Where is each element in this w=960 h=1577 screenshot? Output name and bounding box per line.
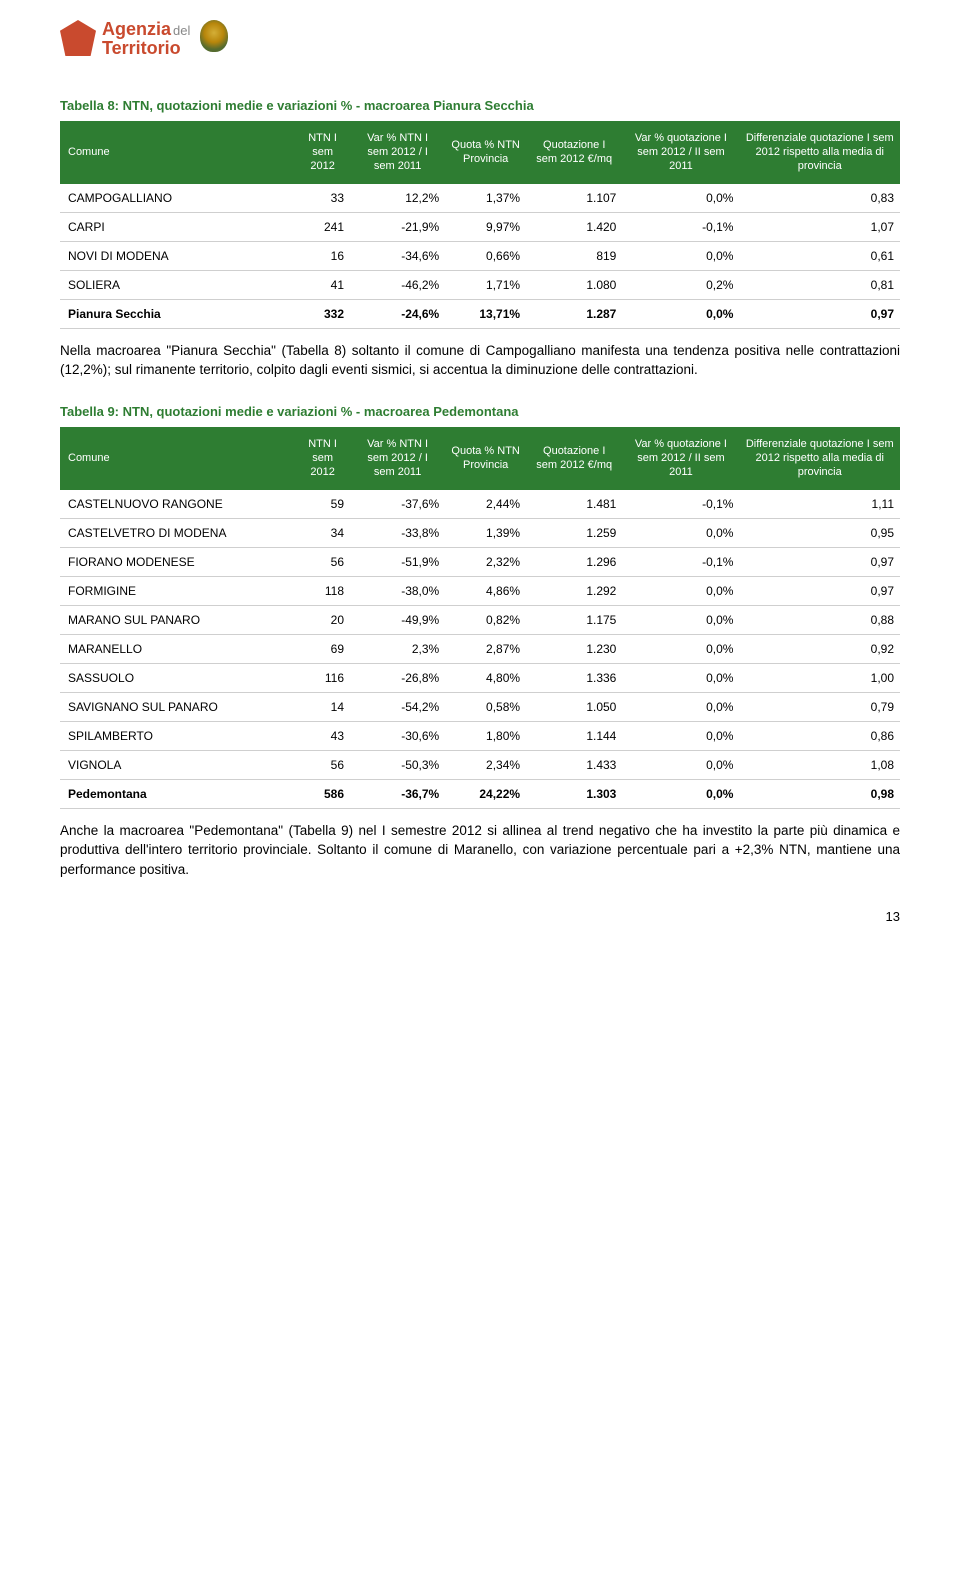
table8-title: Tabella 8: NTN, quotazioni medie e varia… bbox=[60, 98, 900, 113]
table-row: SAVIGNANO SUL PANARO14-54,2%0,58%1.0500,… bbox=[60, 692, 900, 721]
logo-word-agenzia: Agenzia bbox=[102, 19, 171, 39]
table9-title: Tabella 9: NTN, quotazioni medie e varia… bbox=[60, 404, 900, 419]
table9-col-diff: Differenziale quotazione I sem 2012 risp… bbox=[739, 427, 900, 490]
table-row: NOVI DI MODENA16-34,6%0,66%8190,0%0,61 bbox=[60, 241, 900, 270]
table-row: VIGNOLA56-50,3%2,34%1.4330,0%1,08 bbox=[60, 750, 900, 779]
table-row: CASTELNUOVO RANGONE59-37,6%2,44%1.481-0,… bbox=[60, 490, 900, 519]
table8-col-comune: Comune bbox=[60, 121, 295, 184]
paragraph-table8: Nella macroarea "Pianura Secchia" (Tabel… bbox=[60, 341, 900, 380]
table9-col-quota: Quota % NTN Provincia bbox=[445, 427, 526, 490]
table8-col-var-ntn: Var % NTN I sem 2012 / I sem 2011 bbox=[350, 121, 445, 184]
table-row: CASTELVETRO DI MODENA34-33,8%1,39%1.2590… bbox=[60, 518, 900, 547]
table-row: MARANELLO692,3%2,87%1.2300,0%0,92 bbox=[60, 634, 900, 663]
table8-col-diff: Differenziale quotazione I sem 2012 risp… bbox=[739, 121, 900, 184]
paragraph-table9: Anche la macroarea "Pedemontana" (Tabell… bbox=[60, 821, 900, 880]
state-emblem-icon bbox=[200, 20, 228, 52]
table9-col-var-quot: Var % quotazione I sem 2012 / II sem 201… bbox=[622, 427, 739, 490]
table8-body: CAMPOGALLIANO3312,2%1,37%1.1070,0%0,83 C… bbox=[60, 184, 900, 329]
table9-col-comune: Comune bbox=[60, 427, 295, 490]
logo-word-territorio: Territorio bbox=[102, 39, 190, 58]
table-row: FORMIGINE118-38,0%4,86%1.2920,0%0,97 bbox=[60, 576, 900, 605]
table9: Comune NTN I sem 2012 Var % NTN I sem 20… bbox=[60, 427, 900, 809]
table8-total-row: Pianura Secchia332-24,6%13,71%1.2870,0%0… bbox=[60, 299, 900, 328]
table-row: SASSUOLO116-26,8%4,80%1.3360,0%1,00 bbox=[60, 663, 900, 692]
table8-header-row: Comune NTN I sem 2012 Var % NTN I sem 20… bbox=[60, 121, 900, 184]
table9-header-row: Comune NTN I sem 2012 Var % NTN I sem 20… bbox=[60, 427, 900, 490]
page-header: Agenziadel Territorio bbox=[60, 20, 900, 58]
table9-col-var-ntn: Var % NTN I sem 2012 / I sem 2011 bbox=[350, 427, 445, 490]
table-row: CARPI241-21,9%9,97%1.420-0,1%1,07 bbox=[60, 212, 900, 241]
table8-col-ntn: NTN I sem 2012 bbox=[295, 121, 350, 184]
table9-col-ntn: NTN I sem 2012 bbox=[295, 427, 350, 490]
table9-body: CASTELNUOVO RANGONE59-37,6%2,44%1.481-0,… bbox=[60, 490, 900, 809]
table8-col-quota: Quota % NTN Provincia bbox=[445, 121, 526, 184]
table-row: SPILAMBERTO43-30,6%1,80%1.1440,0%0,86 bbox=[60, 721, 900, 750]
logo-polygon-icon bbox=[60, 20, 96, 56]
table8-col-quotazione: Quotazione I sem 2012 €/mq bbox=[526, 121, 622, 184]
table8-col-var-quot: Var % quotazione I sem 2012 / II sem 201… bbox=[622, 121, 739, 184]
agency-logo: Agenziadel Territorio bbox=[60, 20, 228, 58]
table9-total-row: Pedemontana586-36,7%24,22%1.3030,0%0,98 bbox=[60, 779, 900, 808]
table-row: SOLIERA41-46,2%1,71%1.0800,2%0,81 bbox=[60, 270, 900, 299]
logo-text: Agenziadel Territorio bbox=[102, 20, 190, 58]
table8: Comune NTN I sem 2012 Var % NTN I sem 20… bbox=[60, 121, 900, 329]
page-number: 13 bbox=[60, 909, 900, 924]
table-row: CAMPOGALLIANO3312,2%1,37%1.1070,0%0,83 bbox=[60, 184, 900, 213]
table-row: FIORANO MODENESE56-51,9%2,32%1.296-0,1%0… bbox=[60, 547, 900, 576]
table-row: MARANO SUL PANARO20-49,9%0,82%1.1750,0%0… bbox=[60, 605, 900, 634]
table9-col-quotazione: Quotazione I sem 2012 €/mq bbox=[526, 427, 622, 490]
logo-word-del: del bbox=[173, 23, 190, 38]
